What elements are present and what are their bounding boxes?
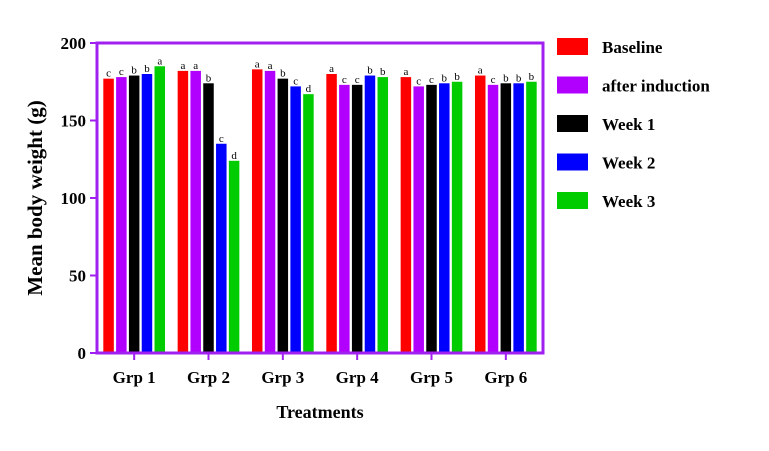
significance-label: b xyxy=(454,71,460,83)
bar xyxy=(364,75,376,354)
significance-label: b xyxy=(131,65,137,77)
x-tick-label: Grp 1 xyxy=(113,368,156,387)
x-tick-label: Grp 5 xyxy=(410,368,453,387)
significance-label: b xyxy=(442,72,448,84)
bar xyxy=(413,86,424,354)
bar xyxy=(513,83,524,354)
bar xyxy=(116,77,127,353)
legend-label: Week 3 xyxy=(602,192,655,211)
significance-label: b xyxy=(503,72,509,84)
bar xyxy=(277,78,289,354)
significance-label: c xyxy=(342,74,347,86)
bar xyxy=(141,74,153,353)
bar xyxy=(264,70,276,354)
x-tick-label: Grp 2 xyxy=(187,368,230,387)
bar xyxy=(251,69,263,353)
legend-label: after induction xyxy=(602,77,710,96)
bar xyxy=(377,77,389,353)
significance-label: a xyxy=(268,60,273,72)
significance-label: c xyxy=(491,74,496,86)
bar xyxy=(451,81,463,353)
x-axis-title: Treatments xyxy=(276,402,363,422)
legend-label: Week 2 xyxy=(602,154,655,173)
significance-label: b xyxy=(206,72,212,84)
y-tick-label: 50 xyxy=(69,267,86,286)
significance-label: b xyxy=(380,66,386,78)
bar xyxy=(474,75,486,354)
significance-label: a xyxy=(329,63,334,75)
legend: Baseline after induction Week 1 Week 2 Week … xyxy=(557,38,710,211)
bar xyxy=(177,70,189,354)
significance-label: b xyxy=(529,71,535,83)
y-axis-title: Mean body weight (g) xyxy=(23,100,47,295)
significance-label: c xyxy=(119,66,124,78)
legend-swatch xyxy=(557,38,588,55)
significance-label: a xyxy=(157,55,162,67)
significance-label: b xyxy=(367,65,373,77)
bar xyxy=(487,84,499,353)
significance-label: b xyxy=(516,72,522,84)
y-tick-label: 150 xyxy=(61,112,87,131)
bar xyxy=(351,84,363,353)
y-tick-label: 100 xyxy=(61,189,87,208)
bar xyxy=(303,94,314,354)
bar xyxy=(526,81,537,353)
legend-swatch xyxy=(557,115,588,132)
significance-label: a xyxy=(255,58,260,70)
bars-layer xyxy=(103,66,537,354)
x-tick-label: Grp 3 xyxy=(261,368,304,387)
legend-label: Baseline xyxy=(602,38,663,57)
bar xyxy=(500,83,512,354)
bar xyxy=(154,66,166,353)
bar xyxy=(128,75,140,354)
significance-label: c xyxy=(293,75,298,87)
significance-label: a xyxy=(193,60,198,72)
significance-label: a xyxy=(180,60,185,72)
legend-label: Week 1 xyxy=(602,115,655,134)
bar xyxy=(439,83,450,354)
x-tick-label: Grp 4 xyxy=(336,368,379,387)
bar xyxy=(400,77,412,353)
bar xyxy=(339,84,350,353)
bar xyxy=(216,143,227,353)
significance-label: d xyxy=(306,83,312,95)
significance-label: a xyxy=(478,65,483,77)
significance-label: c xyxy=(219,133,224,145)
legend-swatch xyxy=(557,153,588,171)
bar xyxy=(326,74,337,353)
bar xyxy=(290,86,301,354)
significance-label: c xyxy=(416,75,421,87)
y-tick-label: 200 xyxy=(61,34,87,53)
significance-label: d xyxy=(231,150,237,162)
x-tick-label: Grp 6 xyxy=(484,368,527,387)
legend-swatch xyxy=(557,76,588,94)
y-tick-label: 0 xyxy=(78,344,87,363)
significance-label: c xyxy=(355,74,360,86)
significance-label: a xyxy=(403,66,408,78)
significance-label: c xyxy=(106,68,111,80)
significance-label: c xyxy=(429,74,434,86)
legend-swatch xyxy=(557,192,588,209)
bar xyxy=(203,83,214,354)
bar xyxy=(426,84,437,353)
bar xyxy=(190,70,201,354)
significance-label: b xyxy=(144,63,150,75)
bar xyxy=(103,78,114,354)
significance-label: b xyxy=(280,68,286,80)
bar xyxy=(228,160,240,353)
